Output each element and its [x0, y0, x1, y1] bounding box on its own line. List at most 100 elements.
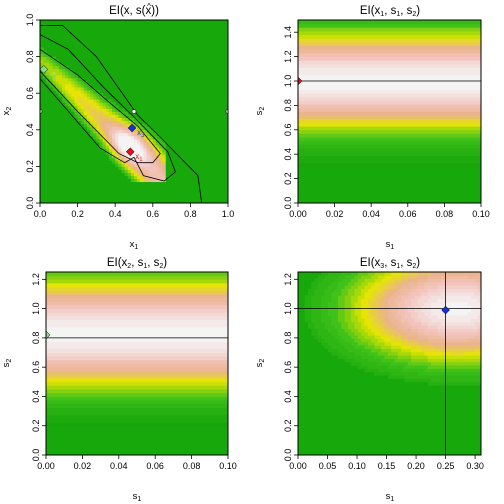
- heat-cell-p4: [394, 281, 399, 286]
- heat-cell-p4: [474, 298, 479, 303]
- heat-cell-p4: [377, 348, 382, 353]
- heat-cell-p4: [471, 301, 475, 306]
- heat-cell-p1: [149, 172, 154, 176]
- heat-cell-p4: [427, 272, 432, 276]
- heat-cell-p4: [427, 355, 432, 359]
- heat-cell-p1: [152, 132, 157, 137]
- heat-cell-p4: [474, 335, 479, 339]
- heat-cell-p4: [331, 278, 335, 283]
- heat-cell-p1: [134, 175, 138, 179]
- xlabel-p4: s1: [386, 491, 395, 503]
- heat-cell-p1: [112, 132, 116, 137]
- y-tick-p2: 0.2: [283, 172, 298, 185]
- heat-cell-p4: [401, 371, 405, 376]
- heat-band-p3: [46, 301, 228, 306]
- heat-cell-p4: [444, 328, 449, 333]
- heat-cell-p1: [108, 151, 113, 155]
- heat-cell-p4: [431, 351, 435, 356]
- y-tick-p1: 0.2: [25, 160, 40, 173]
- heat-cell-p4: [401, 335, 405, 339]
- heat-cell-p4: [411, 311, 415, 316]
- heat-cell-p4: [351, 335, 355, 339]
- heat-cell-p4: [311, 328, 316, 333]
- y-tick-p3: 1.0: [31, 302, 46, 315]
- heat-cell-p4: [331, 328, 335, 333]
- heat-cell-p4: [407, 301, 412, 306]
- heat-cell-p4: [457, 325, 462, 329]
- heat-cell-p4: [434, 288, 439, 293]
- heat-cell-p1: [155, 154, 160, 158]
- heat-cell-p4: [391, 361, 395, 366]
- heat-cell-p4: [444, 338, 449, 343]
- heat-cell-p4: [464, 295, 469, 300]
- heat-cell-p4: [404, 365, 409, 369]
- heat-cell-p4: [331, 335, 335, 339]
- heat-cell-p1: [124, 169, 129, 173]
- heat-cell-p4: [371, 335, 375, 339]
- heat-cell-p4: [374, 355, 379, 359]
- y-tick-label-p4: 0.8: [283, 332, 293, 345]
- heat-cell-p1: [162, 154, 166, 158]
- heat-cell-p1: [115, 154, 119, 158]
- heat-cell-p1: [115, 148, 119, 152]
- heat-cell-p1: [118, 135, 122, 140]
- heat-cell-p4: [411, 335, 415, 339]
- heat-cell-p1: [102, 120, 107, 125]
- heat-cell-p1: [124, 145, 129, 149]
- heat-cell-p4: [364, 345, 369, 349]
- y-tick-label-p4: 0.2: [283, 419, 293, 432]
- heat-cell-p1: [108, 129, 113, 134]
- heat-cell-p4: [331, 272, 335, 276]
- heat-cell-p4: [391, 298, 395, 303]
- heat-cell-p4: [331, 275, 335, 280]
- heat-cell-p4: [414, 368, 419, 373]
- heat-cell-p1: [112, 120, 116, 125]
- heat-cell-p4: [467, 275, 472, 280]
- heat-band-p3: [46, 400, 228, 405]
- heat-cell-p4: [337, 338, 342, 343]
- heat-band-p3: [46, 312, 228, 317]
- heat-cell-p4: [341, 318, 345, 323]
- heat-cell-p4: [324, 315, 329, 319]
- heat-cell-p1: [49, 65, 53, 70]
- heat-cell-p4: [367, 305, 372, 309]
- heat-cell-p4: [447, 325, 452, 329]
- x-tick-p2: 0.04: [362, 203, 380, 219]
- heat-band-p3: [46, 396, 228, 401]
- heat-cell-p4: [421, 311, 425, 316]
- heat-cell-p1: [162, 151, 166, 155]
- heat-cell-p4: [467, 351, 472, 356]
- heat-cell-p1: [61, 93, 66, 97]
- heat-band-p3: [46, 319, 228, 324]
- heat-cell-p4: [371, 272, 375, 276]
- heat-cell-p4: [317, 295, 322, 300]
- heat-cell-p4: [367, 355, 372, 359]
- contour-line-p1: [40, 48, 161, 164]
- heat-cell-p4: [321, 325, 326, 329]
- heat-cell-p4: [427, 298, 432, 303]
- heat-cell-p4: [407, 378, 412, 383]
- heat-cell-p4: [391, 355, 395, 359]
- heat-cell-p4: [311, 331, 316, 336]
- heat-cell-p4: [407, 365, 412, 369]
- heat-cell-p4: [434, 305, 439, 309]
- heat-cell-p4: [401, 345, 405, 349]
- heat-cell-p4: [447, 365, 452, 369]
- heat-cell-p1: [65, 90, 69, 94]
- heat-cell-p1: [112, 117, 116, 122]
- heat-cell-p1: [96, 102, 100, 106]
- heat-cell-p4: [351, 272, 355, 276]
- heat-cell-p4: [411, 321, 415, 326]
- heat-cell-p4: [417, 365, 422, 369]
- heat-cell-p4: [467, 311, 472, 316]
- heat-cell-p4: [314, 288, 319, 293]
- heat-cell-p1: [130, 142, 135, 146]
- heat-cell-p4: [384, 278, 389, 283]
- heat-cell-p4: [341, 348, 345, 353]
- heat-cell-p4: [427, 335, 432, 339]
- heat-cell-p4: [441, 355, 445, 359]
- heat-cell-p4: [457, 341, 462, 346]
- heat-cell-p4: [457, 281, 462, 286]
- heat-cell-p1: [83, 90, 88, 94]
- heat-cell-p1: [155, 169, 160, 173]
